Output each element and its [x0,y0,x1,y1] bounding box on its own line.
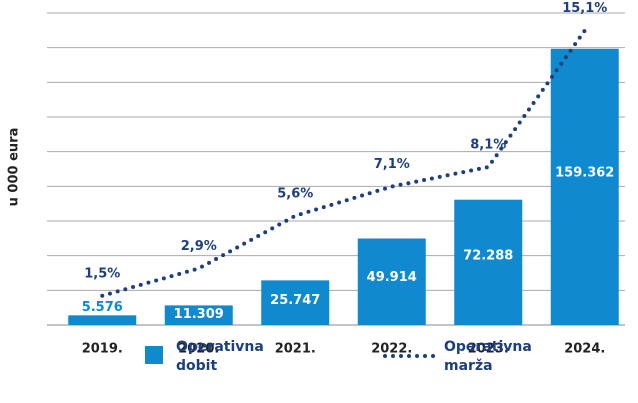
x-tick-label: 2024. [564,342,605,357]
bar-value-label: 11.309 [174,307,224,322]
line-value-label: 2,9% [181,239,217,254]
bar-value-label: 5.576 [82,300,123,315]
legend-bar-swatch [145,346,163,364]
bar [261,280,330,325]
bar [550,48,619,326]
y-axis-label: u 000 eura [7,128,22,207]
x-tick-label: 2019. [82,342,123,357]
bar [164,305,233,325]
line-value-label: 7,1% [374,157,410,172]
x-tick-label: 2023. [468,342,509,357]
bar-value-label: 72.288 [463,249,513,264]
bar-value-label: 25.747 [270,293,320,308]
x-tick-label: 2021. [275,342,316,357]
line-value-label: 15,1% [562,1,607,16]
bar [357,238,426,325]
x-tick-label: 2020. [178,342,219,357]
x-tick-label: 2022. [371,342,412,357]
bar [454,199,523,325]
legend-label: Operativna marža [444,339,532,374]
bar-value-label: 49.914 [367,270,417,285]
line-value-label: 8,1% [470,138,506,153]
line-value-label: 5,6% [277,186,313,201]
line-value-label: 1,5% [84,266,120,281]
bar [68,315,137,325]
legend-label: Operativna dobit [176,339,264,374]
legend-line-swatch [383,354,441,358]
bar-value-label: 159.362 [555,166,614,181]
